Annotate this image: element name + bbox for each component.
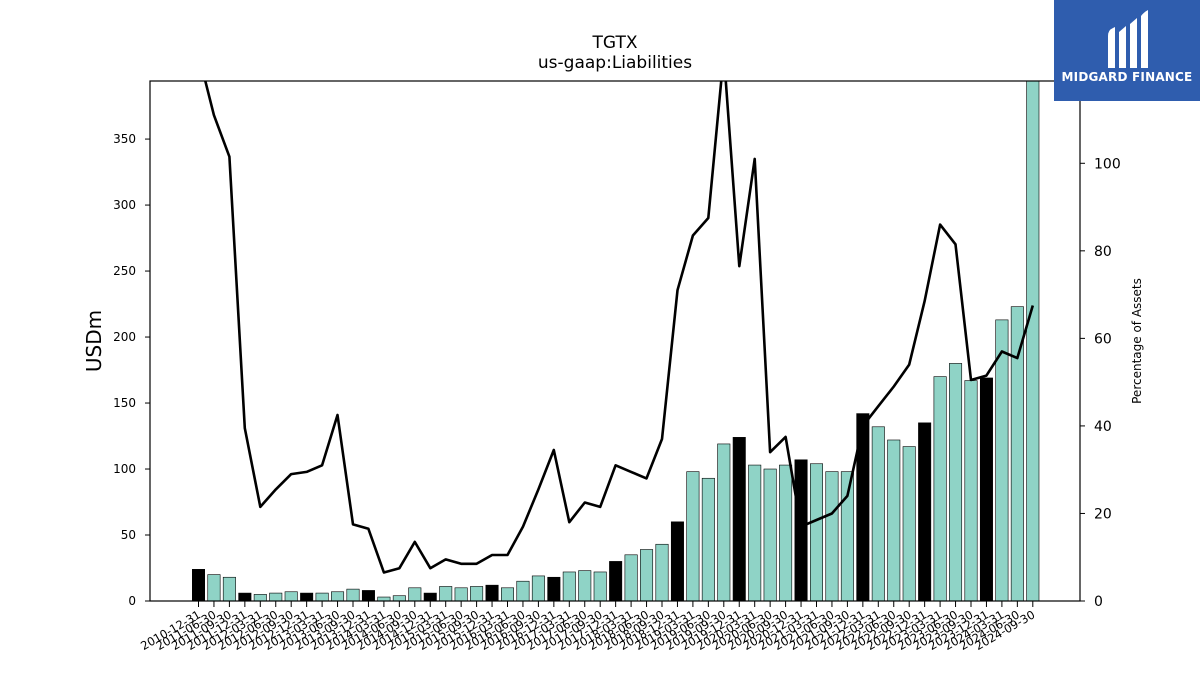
bar-2020-03-31 <box>748 464 762 602</box>
bar-2016-03-31 <box>500 587 514 602</box>
y2-tick-label: 0 <box>1094 594 1103 610</box>
bar-2016-06-30 <box>516 580 530 602</box>
bar-2013-06-30 <box>331 591 345 602</box>
bar-2022-12-31 <box>918 422 932 602</box>
bar-2012-03-31 <box>253 594 267 602</box>
bar-2011-06-30 <box>207 574 221 602</box>
y-tick-label: 200 <box>113 330 136 344</box>
bar-2022-03-31 <box>871 426 885 602</box>
bar-2015-12-31 <box>485 584 499 602</box>
bar-2012-12-31 <box>300 592 314 602</box>
y-tick-label: 250 <box>113 264 136 278</box>
bar-2014-09-30 <box>408 587 422 602</box>
bar-2011-09-30 <box>222 576 236 602</box>
y-tick-label: 100 <box>113 462 136 476</box>
bar-2014-12-31 <box>423 592 437 602</box>
chart-subtitle: us-gaap:Liabilities <box>538 53 692 73</box>
y2-tick-label: 40 <box>1094 419 1112 435</box>
y-tick-label: 150 <box>113 396 136 410</box>
bar-2013-09-30 <box>346 588 360 602</box>
x-axis: 2010-12-312011-06-302011-09-302011-12-31… <box>138 601 1037 653</box>
bar-2022-06-30 <box>887 439 901 602</box>
bar-2019-03-31 <box>686 471 700 602</box>
percentage-line <box>203 81 1035 574</box>
bar-2020-06-30 <box>763 468 777 602</box>
y-axis-left: 0 50 100 150 200 250 300 350 <box>113 132 150 608</box>
bar-2012-06-30 <box>269 592 283 602</box>
bar-2016-12-31 <box>547 576 561 602</box>
bar-2015-06-30 <box>454 587 468 602</box>
bar-2018-03-31 <box>624 554 638 602</box>
bar-2024-03-31 <box>995 319 1009 602</box>
bar-2019-12-31 <box>732 437 746 602</box>
bar-2023-03-31 <box>933 376 947 602</box>
bar-2014-06-30 <box>392 595 406 602</box>
chart-title: TGTX <box>592 33 638 53</box>
bar-2011-12-31 <box>238 592 252 602</box>
bar-2017-12-31 <box>609 561 623 602</box>
line-group <box>203 81 1035 574</box>
bar-2017-09-30 <box>593 571 607 602</box>
y2-tick-label: 20 <box>1094 506 1112 522</box>
y2-tick-label: 80 <box>1094 244 1112 260</box>
bar-2023-06-30 <box>949 363 963 602</box>
y-tick-label: 50 <box>121 528 136 542</box>
bar-2016-09-30 <box>531 575 545 602</box>
bar-2019-09-30 <box>717 443 731 602</box>
logo-text: MIDGARD FINANCE <box>1061 70 1193 84</box>
bars-group <box>192 80 1040 602</box>
bar-2021-06-30 <box>825 471 839 602</box>
y-tick-label: 350 <box>113 132 136 146</box>
bar-2023-12-31 <box>979 377 993 602</box>
bar-2018-06-30 <box>640 549 654 602</box>
y-tick-label: 0 <box>128 594 136 608</box>
bar-2021-03-31 <box>809 463 823 602</box>
bar-2013-03-31 <box>315 592 329 602</box>
bar-2019-06-30 <box>701 477 715 602</box>
bar-2013-12-31 <box>361 590 375 602</box>
bar-2010-12-31 <box>192 569 206 602</box>
bar-2017-06-30 <box>578 570 592 602</box>
bar-2023-09-30 <box>964 380 978 602</box>
bar-2017-03-31 <box>562 571 576 602</box>
bar-2015-03-31 <box>439 586 453 602</box>
y2-axis-label: Percentage of Assets <box>1130 278 1144 404</box>
y-axis-label: USDm <box>82 310 106 372</box>
bar-2012-09-30 <box>284 591 298 602</box>
brand-logo: MIDGARD FINANCE <box>1054 0 1200 101</box>
midgard-logo-icon <box>1108 10 1148 68</box>
y2-tick-label: 60 <box>1094 331 1112 347</box>
bar-2022-09-30 <box>902 446 916 602</box>
y-axis-right: 0 20 40 60 80 100 <box>1080 156 1121 610</box>
bar-2020-12-31 <box>794 459 808 602</box>
y-tick-label: 300 <box>113 198 136 212</box>
bar-2024-06-30 <box>1010 306 1024 602</box>
bar-2018-09-30 <box>655 543 669 602</box>
bar-2024-09-30 <box>1026 80 1040 602</box>
y2-tick-label: 100 <box>1094 156 1121 172</box>
bar-2018-12-31 <box>670 521 684 602</box>
bar-2015-09-30 <box>470 586 484 602</box>
bar-2020-09-30 <box>779 464 793 602</box>
plot-frame <box>149 80 1081 602</box>
